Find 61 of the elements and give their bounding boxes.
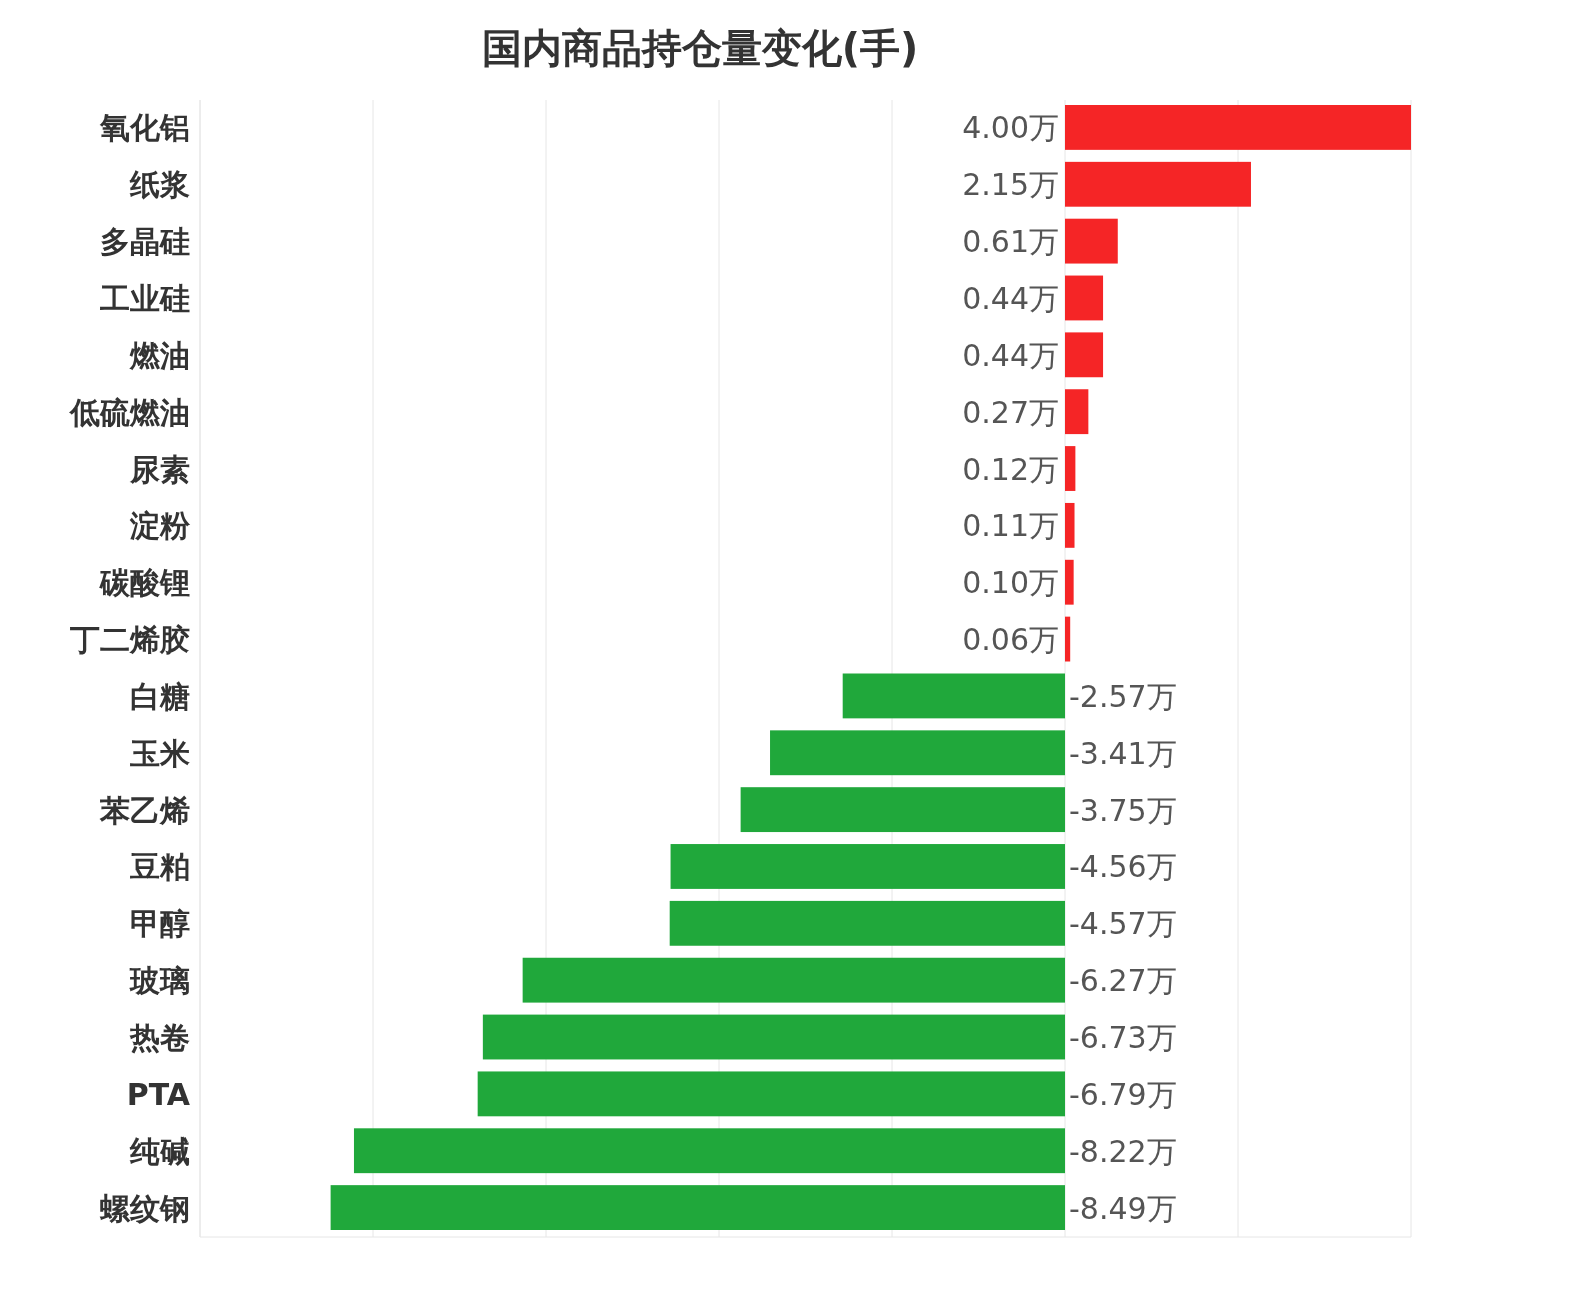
- data-label: -6.27万: [1069, 963, 1177, 999]
- bar: [330, 1185, 1065, 1230]
- data-label: -2.57万: [1069, 678, 1177, 714]
- y-tick-label: 碳酸锂: [99, 565, 190, 601]
- y-tick-label: 燃油: [129, 337, 190, 373]
- y-tick-label: 氧化铝: [99, 110, 190, 146]
- data-label: -8.22万: [1069, 1133, 1177, 1169]
- y-tick-label: 豆粕: [129, 849, 190, 885]
- y-tick-label: 玉米: [129, 735, 190, 771]
- data-label: 0.12万: [962, 451, 1059, 487]
- bar: [482, 1014, 1065, 1060]
- data-label: 4.00万: [962, 110, 1059, 146]
- data-label: -8.49万: [1069, 1190, 1177, 1226]
- data-label: 0.27万: [962, 394, 1059, 430]
- bar: [1065, 105, 1411, 150]
- y-tick-label: PTA: [126, 1076, 191, 1112]
- data-label: -6.73万: [1069, 1020, 1177, 1056]
- data-label: -3.41万: [1069, 735, 1177, 771]
- y-tick-label: 纸浆: [129, 167, 190, 203]
- bar: [477, 1071, 1065, 1117]
- bar: [1065, 389, 1089, 435]
- y-tick-label: 螺纹钢: [99, 1190, 190, 1226]
- bar: [1065, 275, 1104, 321]
- data-label: -4.57万: [1069, 906, 1177, 942]
- bar: [740, 787, 1065, 833]
- bar: [522, 957, 1065, 1003]
- data-label: -6.79万: [1069, 1076, 1177, 1112]
- y-tick-label: 淀粉: [129, 508, 191, 544]
- data-label: 0.11万: [962, 508, 1059, 544]
- bar: [1065, 616, 1071, 662]
- y-tick-label: 热卷: [129, 1020, 190, 1056]
- y-tick-label: 丁二烯胶: [69, 622, 190, 658]
- chart-title: 国内商品持仓量变化(手): [481, 25, 919, 71]
- bar: [1065, 446, 1076, 491]
- bar: [1065, 559, 1074, 605]
- bar: [770, 730, 1065, 776]
- data-label: -3.75万: [1069, 792, 1177, 828]
- bar: [842, 673, 1065, 719]
- bar: [670, 844, 1065, 889]
- data-label: 0.06万: [962, 622, 1059, 658]
- bar: [1065, 218, 1118, 264]
- y-tick-label: 白糖: [130, 678, 190, 714]
- bar: [669, 900, 1065, 946]
- y-tick-label: 工业硅: [99, 280, 190, 316]
- data-label: 2.15万: [962, 167, 1059, 203]
- y-tick-label: 多晶硅: [100, 224, 190, 260]
- bar: [353, 1128, 1065, 1174]
- y-tick-label: 低硫燃油: [69, 394, 190, 430]
- y-tick-label: 苯乙烯: [99, 792, 190, 828]
- data-label: 0.10万: [962, 565, 1059, 601]
- data-label: -4.56万: [1069, 849, 1177, 885]
- data-label: 0.44万: [962, 280, 1059, 316]
- bar: [1065, 502, 1075, 548]
- data-label: 0.61万: [962, 224, 1059, 260]
- y-tick-label: 甲醇: [130, 906, 190, 942]
- y-tick-label: 尿素: [129, 451, 190, 487]
- data-label: 0.44万: [962, 337, 1059, 373]
- y-tick-label: 玻璃: [129, 963, 190, 999]
- y-tick-label: 纯碱: [129, 1133, 190, 1169]
- bar: [1065, 332, 1104, 378]
- bar: [1065, 161, 1251, 207]
